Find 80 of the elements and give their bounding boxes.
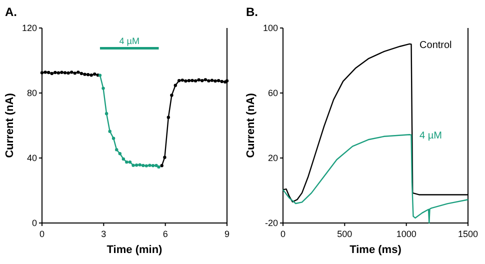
point xyxy=(60,70,64,74)
point xyxy=(56,71,60,74)
point xyxy=(144,164,148,168)
point xyxy=(122,157,125,161)
point xyxy=(73,72,76,75)
point xyxy=(125,160,128,164)
point xyxy=(132,164,135,167)
point xyxy=(197,78,200,82)
y-tick-label: 120 xyxy=(22,23,37,33)
point xyxy=(112,136,116,140)
point xyxy=(210,78,214,82)
point xyxy=(138,163,142,166)
point xyxy=(46,70,50,74)
point xyxy=(66,71,70,75)
point xyxy=(142,164,145,168)
x-tick-label: 9 xyxy=(224,229,230,239)
point xyxy=(98,74,102,77)
point xyxy=(70,70,74,74)
point xyxy=(216,79,220,82)
point xyxy=(80,72,84,76)
x-tick-label: 0 xyxy=(280,229,286,239)
point xyxy=(200,79,204,82)
point xyxy=(220,80,224,84)
x-tick-label: 500 xyxy=(337,229,352,239)
series-label: Control xyxy=(420,40,452,51)
point xyxy=(187,79,191,82)
x-tick-label: 1500 xyxy=(458,229,478,239)
y-tick-label: 100 xyxy=(262,23,278,33)
point xyxy=(148,164,152,167)
y-axis-title: Current (nA) xyxy=(4,92,16,158)
y-tick-label: 0 xyxy=(32,218,37,228)
point xyxy=(40,71,44,74)
point xyxy=(180,78,184,82)
point xyxy=(134,164,138,167)
y-tick-label: 60 xyxy=(268,88,278,98)
point xyxy=(50,72,54,76)
point xyxy=(76,70,80,74)
point xyxy=(44,70,47,74)
point xyxy=(108,130,112,133)
point xyxy=(184,79,188,83)
y-tick-label: 80 xyxy=(26,88,37,98)
point xyxy=(163,156,166,159)
series-label: 4 µM xyxy=(420,130,442,142)
annotation: 4 µM xyxy=(119,36,140,46)
point xyxy=(204,78,208,82)
point xyxy=(178,79,181,82)
point xyxy=(154,164,158,168)
point xyxy=(160,164,164,168)
point xyxy=(174,84,178,87)
point xyxy=(207,79,210,82)
point xyxy=(86,73,90,76)
point xyxy=(104,112,108,116)
x-tick-label: 3 xyxy=(101,229,106,239)
point xyxy=(102,86,105,90)
x-tick-label: 1000 xyxy=(396,229,416,239)
point xyxy=(93,72,96,76)
chart-title: B. xyxy=(246,5,258,19)
x-tick-label: 0 xyxy=(39,229,45,239)
point xyxy=(83,72,86,76)
y-tick-label: -20 xyxy=(264,218,278,228)
x-axis-title: Time (min) xyxy=(106,244,163,256)
point xyxy=(190,78,194,82)
x-axis-title: Time (ms) xyxy=(350,244,402,256)
point xyxy=(63,71,67,74)
point xyxy=(115,148,118,152)
point xyxy=(214,79,217,83)
y-tick-label: 20 xyxy=(268,153,278,163)
point xyxy=(151,164,155,168)
x-tick-label: 6 xyxy=(162,229,168,239)
chart-title: A. xyxy=(5,5,17,19)
y-tick-label: 40 xyxy=(26,153,37,163)
point xyxy=(194,79,198,82)
point xyxy=(118,152,122,156)
point xyxy=(90,74,93,77)
y-axis-title: Current (nA) xyxy=(245,92,257,158)
point xyxy=(166,116,170,119)
point xyxy=(54,70,57,74)
point xyxy=(170,94,174,97)
point xyxy=(128,160,132,164)
point xyxy=(157,165,160,169)
